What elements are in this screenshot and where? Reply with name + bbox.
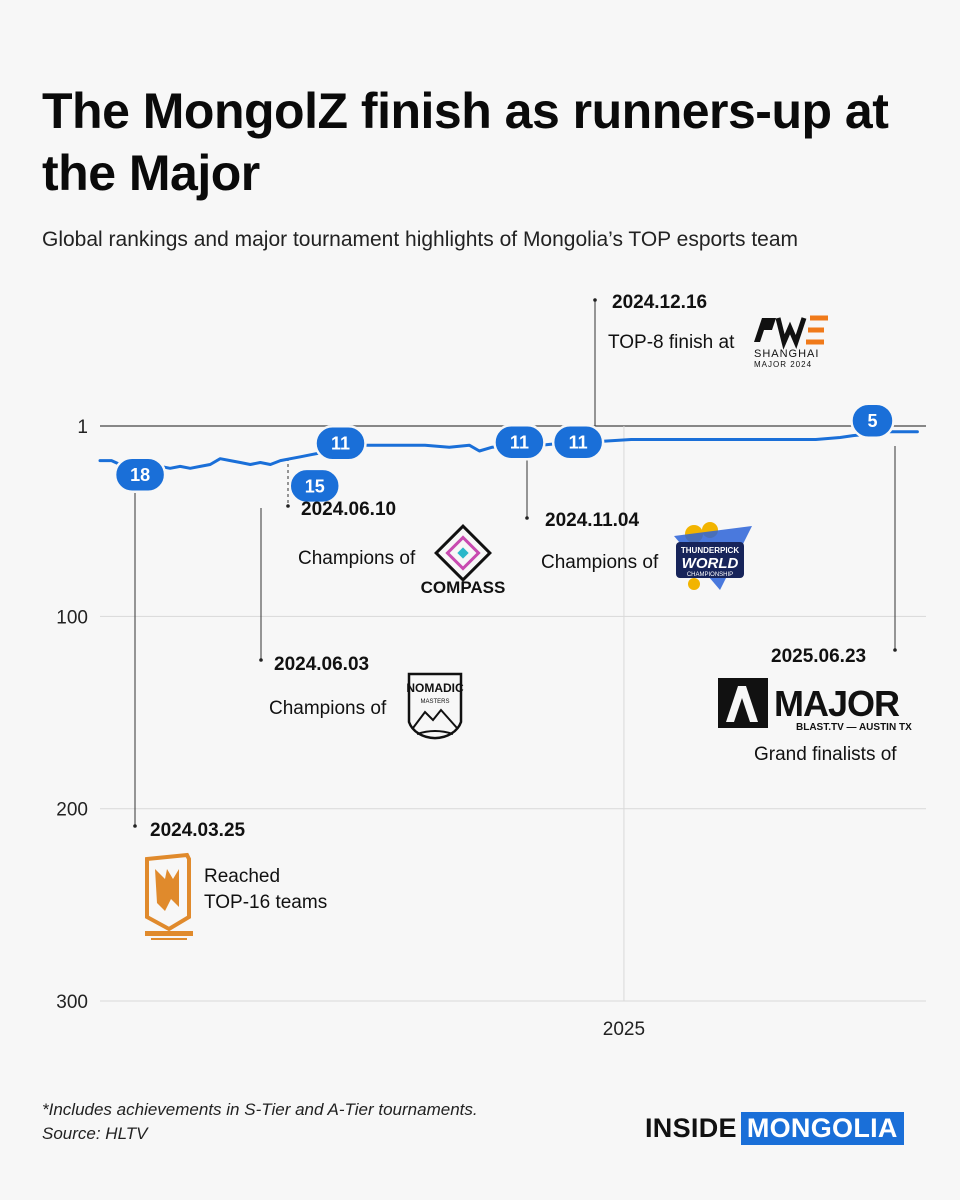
leader-2024-11-04-dot — [525, 516, 529, 520]
inside-mongolia-logo: INSIDE MONGOLIA — [645, 1110, 904, 1146]
annotation-date-2024-12-16: 2024.12.16 — [612, 292, 707, 313]
svg-text:BLAST.TV — AUSTIN TX: BLAST.TV — AUSTIN TX — [796, 722, 912, 733]
brand-part1: INSIDE — [645, 1112, 737, 1143]
rank-badge-label: 11 — [569, 433, 588, 453]
y-tick-label-200: 200 — [56, 800, 88, 821]
leader-2025-06-23-dot — [893, 648, 897, 652]
svg-text:COMPASS: COMPASS — [421, 578, 506, 597]
rank-badge-pill — [288, 467, 341, 505]
rank-badge-label: 15 — [305, 476, 325, 496]
rank-badge-15: 15 — [288, 467, 341, 505]
rank-badge-pill — [850, 402, 895, 439]
svg-text:SHANGHAI: SHANGHAI — [754, 348, 819, 360]
leader-2024-03-25-dot — [133, 824, 137, 828]
chart-subtitle: Global rankings and major tournament hig… — [42, 228, 799, 251]
rank-badge-11: 11 — [314, 424, 367, 462]
annotation-text-shanghai: TOP-8 finish at — [608, 332, 735, 353]
rank-badge-18: 18 — [113, 456, 167, 493]
y-tick-label-100: 100 — [56, 607, 88, 628]
svg-text:MASTERS: MASTERS — [420, 699, 449, 705]
annotation-text-thunderpick: Champions of — [541, 552, 659, 573]
y-tick-label-1: 1 — [77, 417, 88, 438]
leader-2024-06-03-dot — [259, 658, 263, 662]
rank-badge-11: 11 — [493, 423, 546, 461]
svg-text:THUNDERPICK: THUNDERPICK — [681, 546, 739, 555]
svg-text:MAJOR 2024: MAJOR 2024 — [754, 360, 812, 369]
rank-badge-pill — [314, 424, 367, 462]
svg-text:WORLD: WORLD — [682, 555, 739, 572]
annotation-text-compass: Champions of — [298, 548, 416, 569]
annotation-text-top16-line2: TOP-16 teams — [204, 892, 327, 913]
nomadic-masters-logo: NOMADIC MASTERS — [406, 672, 464, 740]
major-copenhagen-logo — [145, 852, 193, 940]
thunderpick-world-championship-logo: THUNDERPICK WORLD CHAMPIONSHIP — [674, 522, 752, 590]
annotation-date-2024-11-04: 2024.11.04 — [545, 510, 639, 531]
rank-badge-5: 5 — [850, 402, 895, 439]
rank-badge-pill — [551, 423, 605, 461]
svg-text:CHAMPIONSHIP: CHAMPIONSHIP — [687, 572, 733, 578]
rank-badge-label: 18 — [130, 465, 150, 485]
leader-2024-06-10-dot — [286, 504, 290, 508]
svg-text:NOMADIC: NOMADIC — [406, 681, 464, 695]
annotation-text-top16-line1: Reached — [204, 866, 280, 887]
source-text: Source: HLTV — [42, 1124, 148, 1143]
blasttv-austin-major-logo: MAJOR BLAST.TV — AUSTIN TX — [718, 678, 912, 733]
annotation-date-2024-06-03: 2024.06.03 — [274, 654, 369, 675]
compass-logo: COMPASS — [421, 524, 506, 597]
x-tick-label-2025: 2025 — [603, 1019, 645, 1040]
chart-title: The MongolZ finish as runners-up at the … — [42, 83, 889, 201]
rank-badge-11: 11 — [551, 423, 605, 461]
rank-badge-label: 5 — [867, 411, 877, 431]
annotation-text-austin: Grand finalists of — [754, 744, 897, 765]
footnote-text: *Includes achievements in S-Tier and A-T… — [42, 1100, 478, 1119]
perfect-world-shanghai-major-logo: SHANGHAI MAJOR 2024 — [754, 315, 828, 369]
rank-badge-pill — [113, 456, 167, 493]
footnote: *Includes achievements in S-Tier and A-T… — [42, 1098, 478, 1146]
annotation-text-nomadic: Champions of — [269, 698, 387, 719]
y-tick-label-300: 300 — [56, 992, 88, 1013]
annotation-date-2025-06-23: 2025.06.23 — [771, 646, 866, 667]
rank-badge-label: 11 — [510, 433, 529, 453]
svg-text:MAJOR: MAJOR — [774, 683, 900, 724]
leader-2024-12-16-dot — [593, 298, 597, 302]
annotation-date-2024-06-10: 2024.06.10 — [301, 499, 396, 520]
rank-badge-label: 11 — [331, 434, 350, 454]
rank-badge-pill — [493, 423, 546, 461]
annotation-date-2024-03-25: 2024.03.25 — [150, 820, 246, 841]
brand-part2: MONGOLIA — [740, 1111, 904, 1145]
